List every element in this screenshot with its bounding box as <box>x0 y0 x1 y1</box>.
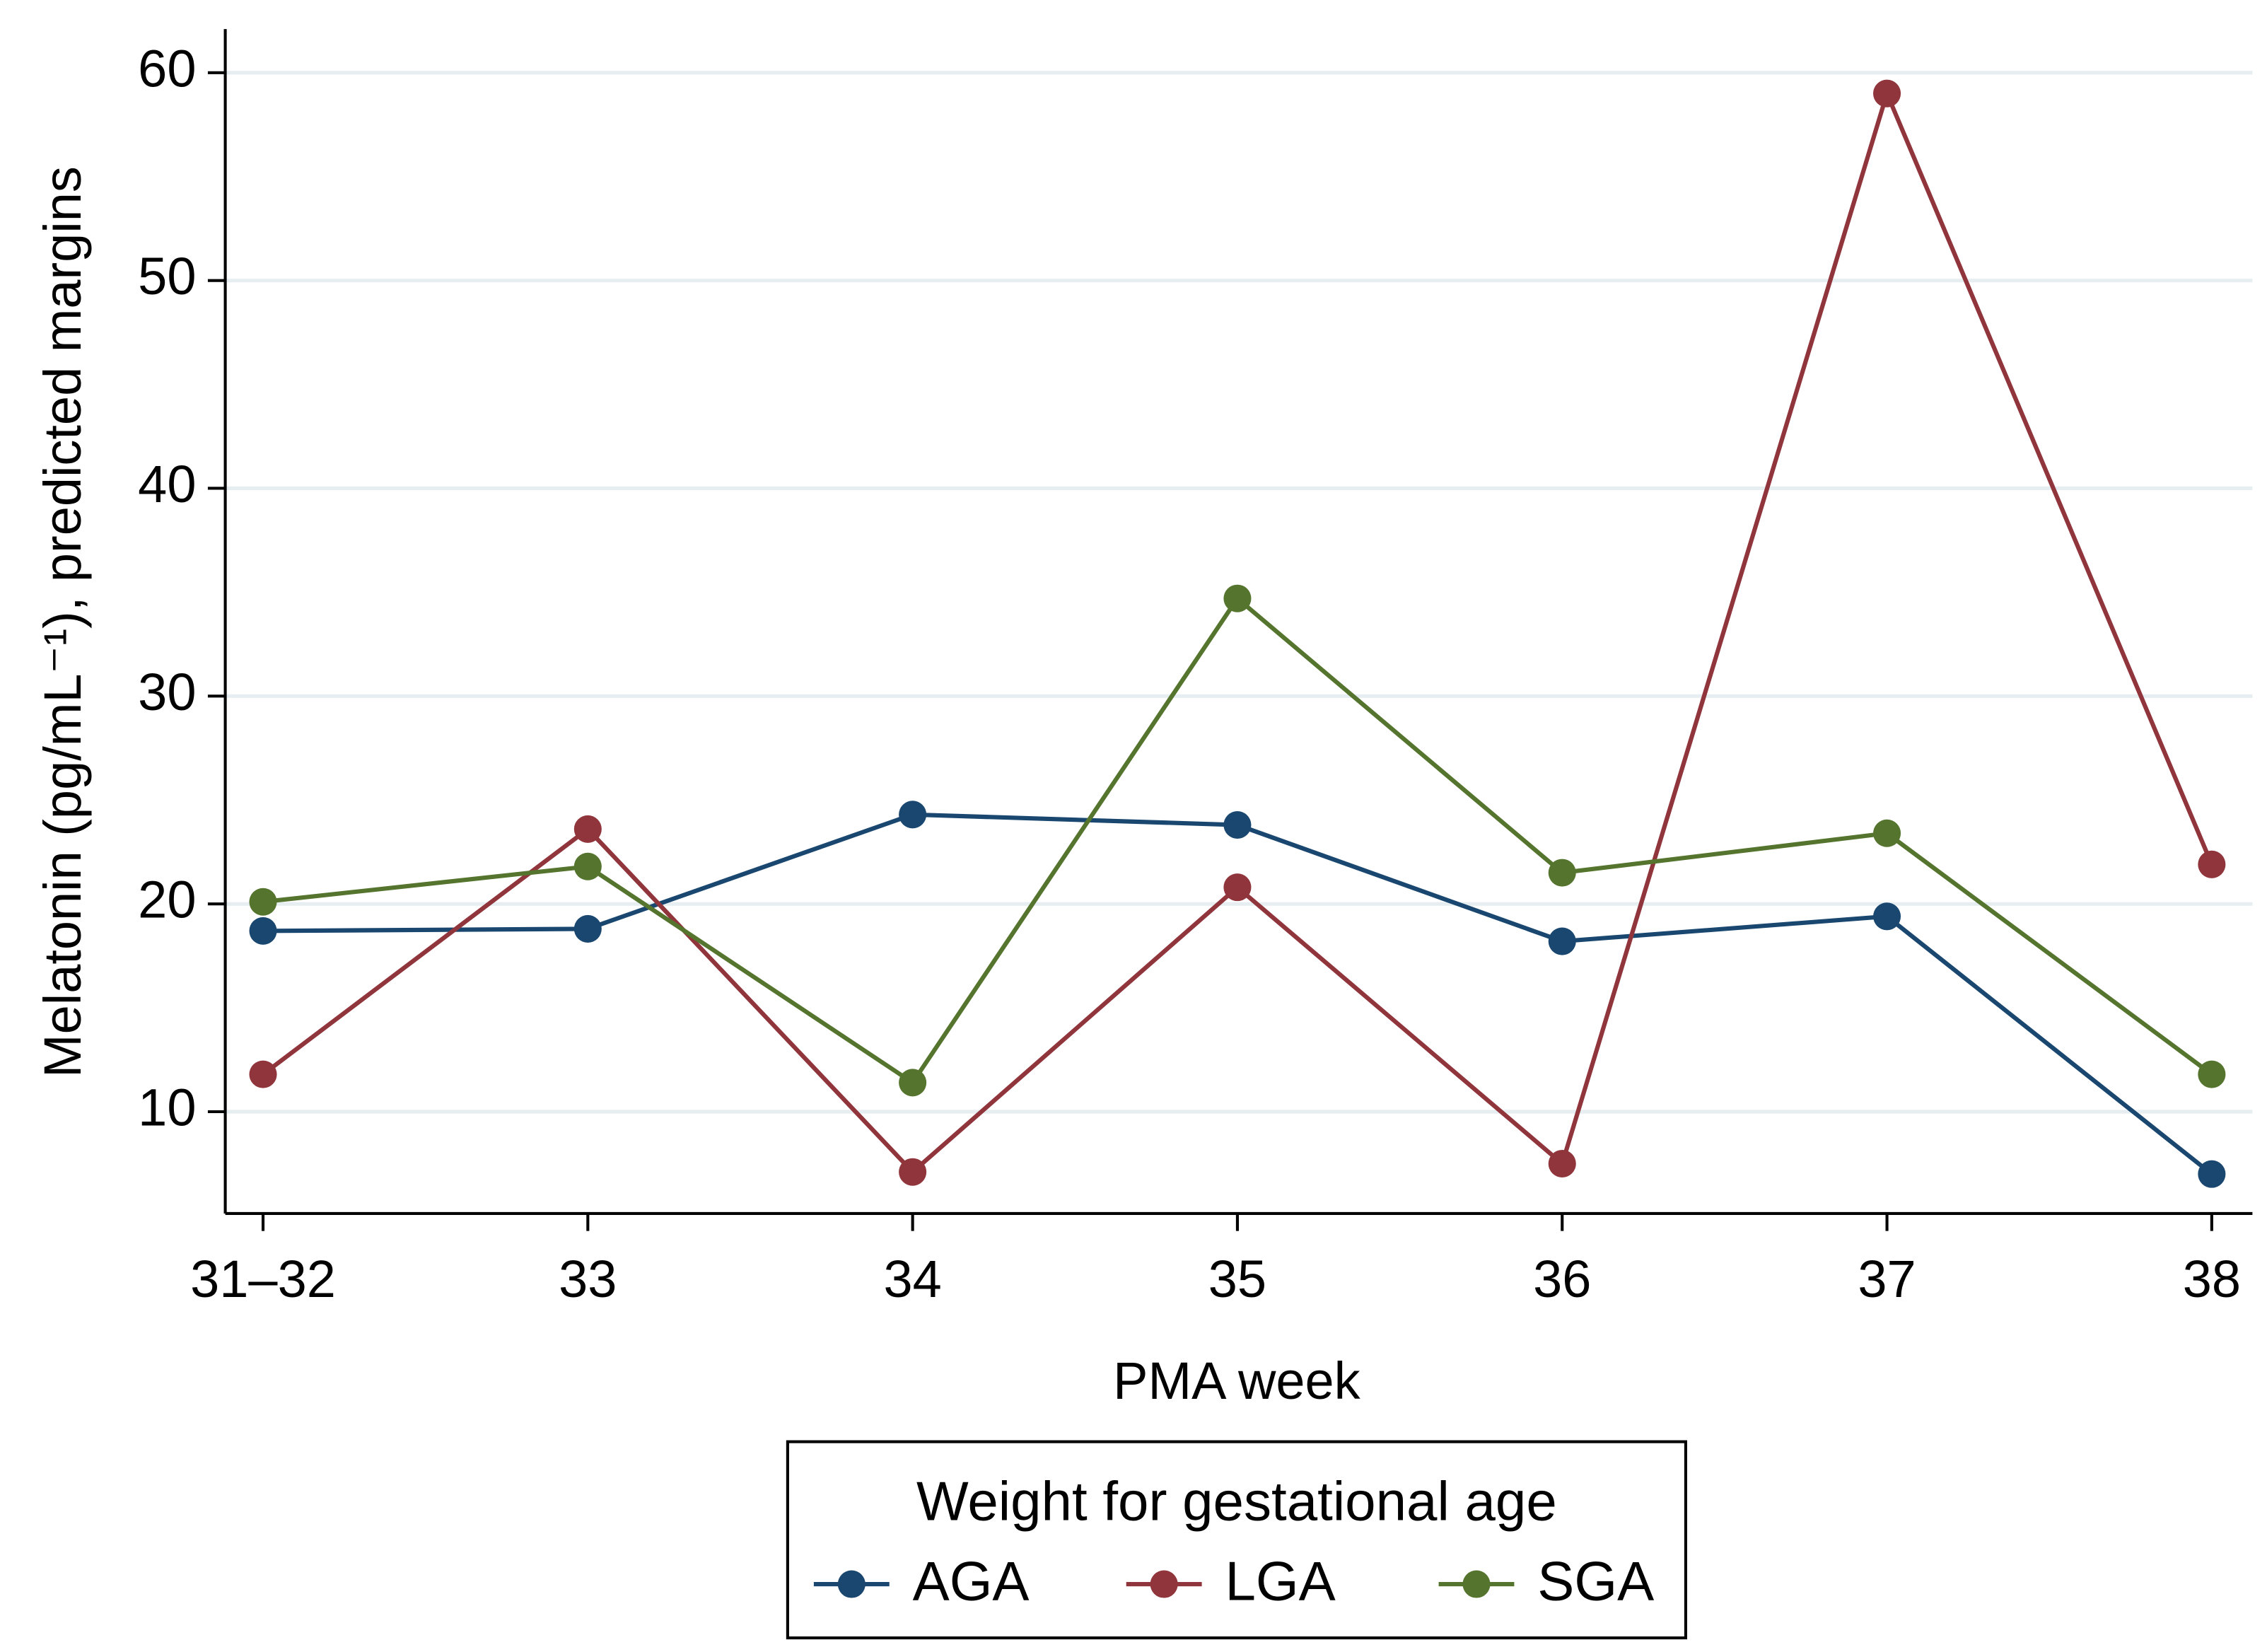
legend-label: SGA <box>1537 1550 1654 1612</box>
data-point <box>249 888 277 916</box>
data-point <box>573 852 602 880</box>
x-tick-label: 35 <box>1208 1250 1266 1308</box>
x-tick-label: 34 <box>883 1250 941 1308</box>
data-point <box>899 801 927 829</box>
legend-box <box>786 1440 1687 1640</box>
y-axis-title: Melatonin (pg/mL⁻¹), predicted margins <box>33 166 92 1078</box>
y-tick-label: 40 <box>138 455 196 513</box>
data-point <box>249 1060 277 1088</box>
y-tick-label: 50 <box>138 247 196 306</box>
legend-label: LGA <box>1225 1550 1335 1612</box>
data-point <box>1873 79 1901 107</box>
data-point <box>1548 859 1576 887</box>
data-point <box>573 815 602 843</box>
x-axis-title: PMA week <box>1113 1351 1360 1410</box>
data-point <box>573 914 602 943</box>
x-tick-label: 36 <box>1533 1250 1591 1308</box>
legend-marker <box>837 1570 866 1598</box>
data-point <box>1223 584 1252 612</box>
y-tick-label: 30 <box>138 663 196 721</box>
data-point <box>1873 902 1901 931</box>
data-point <box>2198 1060 2226 1088</box>
data-point <box>249 917 277 945</box>
legend-title: Weight for gestational age <box>916 1470 1557 1532</box>
x-tick-label: 37 <box>1858 1250 1916 1308</box>
data-point <box>1873 819 1901 847</box>
x-tick-label: 31–32 <box>190 1250 336 1308</box>
y-tick-label: 60 <box>138 39 196 98</box>
x-tick-label: 33 <box>559 1250 617 1308</box>
y-tick-label: 20 <box>138 871 196 929</box>
y-tick-label: 10 <box>138 1078 196 1137</box>
data-point <box>1548 1149 1576 1177</box>
x-tick-label: 38 <box>2183 1250 2241 1308</box>
data-point <box>1223 873 1252 902</box>
data-point <box>1548 927 1576 955</box>
legend-marker <box>1150 1570 1178 1598</box>
data-point <box>899 1158 927 1186</box>
data-point <box>2198 850 2226 878</box>
data-point <box>2198 1160 2226 1188</box>
data-point <box>899 1069 927 1097</box>
data-point <box>1223 810 1252 839</box>
legend-label: AGA <box>913 1550 1030 1612</box>
legend-marker <box>1462 1570 1491 1598</box>
